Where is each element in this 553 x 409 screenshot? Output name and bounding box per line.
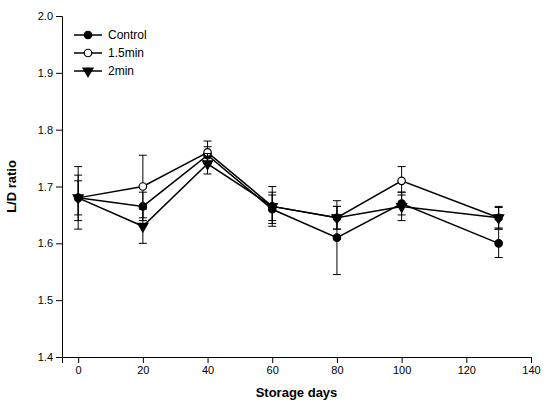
tick: 60 [267,357,279,376]
legend-entry: 2min [74,64,134,78]
tick: 140 [522,357,540,376]
tick-label: 1.8 [38,124,53,136]
tick: 1.6 [38,237,62,249]
tick: 1.4 [38,351,62,363]
error-bar [398,167,406,195]
tick-mark [56,130,62,131]
tick-mark [531,357,532,363]
legend-label: 2min [108,64,134,78]
error-bar [333,201,341,275]
tick-label: 40 [202,364,214,376]
tick-mark [56,16,62,17]
legend-entry: 1.5min [74,46,144,60]
x-axis: 0 20 40 60 80 100 120 140 [63,357,541,376]
tick-mark [56,187,62,188]
axis-line [56,17,63,358]
tick: 120 [458,357,476,376]
tick: 0 [76,357,82,376]
error-bar [139,155,147,218]
line [78,155,498,243]
tick-mark [78,357,79,363]
legend: Control 1.5min 2min [74,28,147,78]
tick-mark [56,73,62,74]
series [73,154,504,244]
tick-label: 1.4 [38,351,53,363]
point [138,223,148,232]
tick-mark [143,357,144,363]
tick-label: 1.6 [38,237,53,249]
point [73,195,83,204]
tick-label: 100 [393,364,411,376]
point [494,215,504,224]
point [267,203,277,212]
tick-mark [56,300,62,301]
tick-label: 0 [76,364,82,376]
legend-label: 1.5min [108,46,144,60]
tick: 1.8 [38,124,62,136]
series [74,147,502,275]
error-bar [495,229,503,257]
tick-mark [337,357,338,363]
tick: 20 [137,357,149,376]
tick: 1.5 [38,294,62,306]
point [397,203,407,212]
point [495,240,502,247]
tick: 80 [331,357,343,376]
tick: 2.0 [38,10,62,22]
y-axis-title: L/D ratio [4,160,19,213]
tick: 1.9 [38,67,62,79]
series [74,141,502,229]
line [78,164,498,227]
chart: 0 20 40 60 80 100 120 140 1.4 1.5 1.6 1.7 1.8 1.9 2.0 C… [0,0,553,409]
tick-mark [208,357,209,363]
point [139,183,146,190]
tick-label: 1.9 [38,67,53,79]
tick-mark [272,357,273,363]
tick: 40 [202,357,214,376]
point [333,234,340,241]
tick-mark [56,243,62,244]
tick-label: 2.0 [38,10,53,22]
y-axis: 1.4 1.5 1.6 1.7 1.8 1.9 2.0 [38,10,63,363]
legend-marker [84,31,91,38]
tick: 1.7 [38,181,62,193]
legend-label: Control [108,28,147,42]
point [398,177,405,184]
tick-label: 140 [522,364,540,376]
tick-mark [402,357,403,363]
legend-entry: Control [74,28,147,42]
x-axis-title: Storage days [256,385,338,400]
tick-mark [56,357,62,358]
point [203,161,213,170]
tick-label: 1.7 [38,181,53,193]
legend-marker [84,49,91,56]
tick-label: 20 [137,364,149,376]
marks [73,141,504,275]
tick-label: 80 [331,364,343,376]
point [332,215,342,224]
legend-marker [83,68,93,77]
tick-mark [466,357,467,363]
tick-label: 1.5 [38,294,53,306]
axis-line [63,358,532,364]
tick: 100 [393,357,411,376]
line [78,152,498,217]
plot-area: 0 20 40 60 80 100 120 140 1.4 1.5 1.6 1.7 1.8 1.9 2.0 C… [38,10,541,376]
tick-label: 120 [458,364,476,376]
tick-label: 60 [267,364,279,376]
